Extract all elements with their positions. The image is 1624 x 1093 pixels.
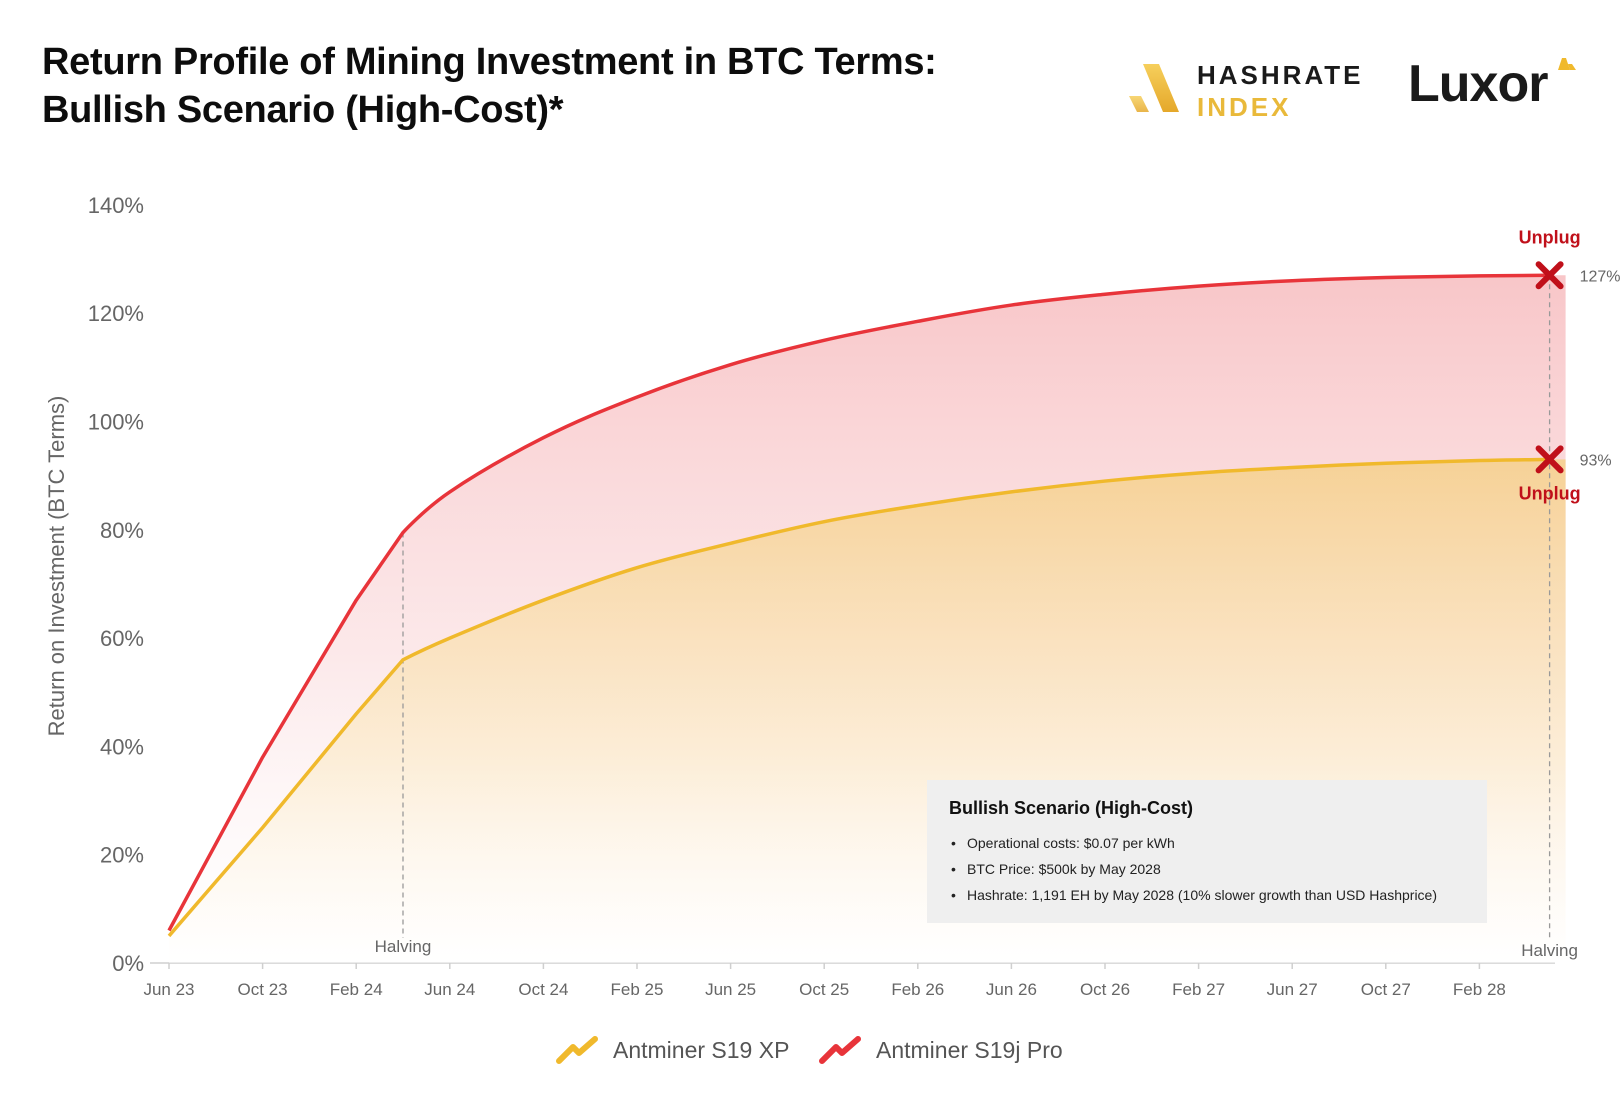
unplug-label: Unplug [1519,227,1581,247]
legend-swatch-pro [819,1036,861,1064]
x-tick-label: Feb 26 [891,980,944,999]
y-tick-label: 100% [88,410,144,435]
x-tick-label: Feb 28 [1453,980,1506,999]
series-line-pro [167,273,1550,932]
hashrate-index-logo: HASHRATE INDEX [1115,54,1365,124]
x-tick-label: Oct 23 [238,980,288,999]
luxor-wordmark: Luxor [1408,55,1548,113]
x-tick-label: Jun 27 [1267,980,1318,999]
x-tick-label: Jun 26 [986,980,1037,999]
x-tick-label: Oct 27 [1361,980,1411,999]
info-box-item: BTC Price: $500k by May 2028 [949,858,1437,884]
chart-legend: Antminer S19 XP Antminer S19j Pro [0,1030,1624,1070]
y-tick-label: 20% [100,843,144,868]
unplug-label: Unplug [1519,483,1581,503]
y-tick-label: 140% [88,193,144,218]
legend-swatch-xp [556,1036,598,1064]
chart-title-line-2: Bullish Scenario (High-Cost)* [42,89,564,131]
legend-label-pro: Antminer S19j Pro [876,1036,1063,1063]
halving-label: Halving [375,937,432,956]
unplug-x-icon [1535,445,1564,474]
luxor-logo: Luxor [1408,54,1588,124]
y-tick-label: 60% [100,626,144,651]
x-tick-label: Oct 24 [518,980,568,999]
scenario-info-box: Bullish Scenario (High-Cost) Operational… [927,780,1487,923]
x-tick-label: Feb 24 [330,980,383,999]
hashrate-index-logo-icon [1129,64,1179,112]
hashrate-index-word-2: INDEX [1197,92,1292,122]
chart-title: Return Profile of Mining Investment in B… [42,38,937,134]
end-value-label: 93% [1580,452,1612,469]
luxor-logo-icon [1558,58,1576,70]
x-tick-label: Feb 25 [611,980,664,999]
info-box-title: Bullish Scenario (High-Cost) [949,798,1194,818]
halving-label: Halving [1521,941,1578,960]
info-box-item: Operational costs: $0.07 per kWh [949,832,1437,858]
x-tick-label: Jun 25 [705,980,756,999]
x-tick-label: Oct 25 [799,980,849,999]
unplug-x-stroke [1535,261,1564,290]
hashrate-index-word-1: HASHRATE [1197,60,1364,90]
chart-title-line-1: Return Profile of Mining Investment in B… [42,41,937,83]
x-tick-label: Jun 23 [143,980,194,999]
info-box-item: Hashrate: 1,191 EH by May 2028 (10% slow… [949,884,1437,910]
legend-item-xp[interactable]: Antminer S19 XP [555,1030,789,1070]
legend-item-pro[interactable]: Antminer S19j Pro [818,1030,1063,1070]
y-tick-label: 0% [112,951,144,976]
y-axis-label: Return on Investment (BTC Terms) [44,396,69,737]
legend-label-xp: Antminer S19 XP [613,1036,790,1063]
end-value-label: 127% [1580,268,1621,285]
y-tick-label: 120% [88,301,144,326]
unplug-x-icon [1535,261,1564,290]
info-box-list: Operational costs: $0.07 per kWh BTC Pri… [949,832,1437,910]
x-tick-label: Oct 26 [1080,980,1130,999]
x-tick-label: Feb 27 [1172,980,1225,999]
y-tick-label: 80% [100,518,144,543]
y-tick-label: 40% [100,734,144,759]
x-tick-label: Jun 24 [424,980,475,999]
unplug-x-stroke [1535,445,1564,474]
series-line-xp [167,457,1550,938]
